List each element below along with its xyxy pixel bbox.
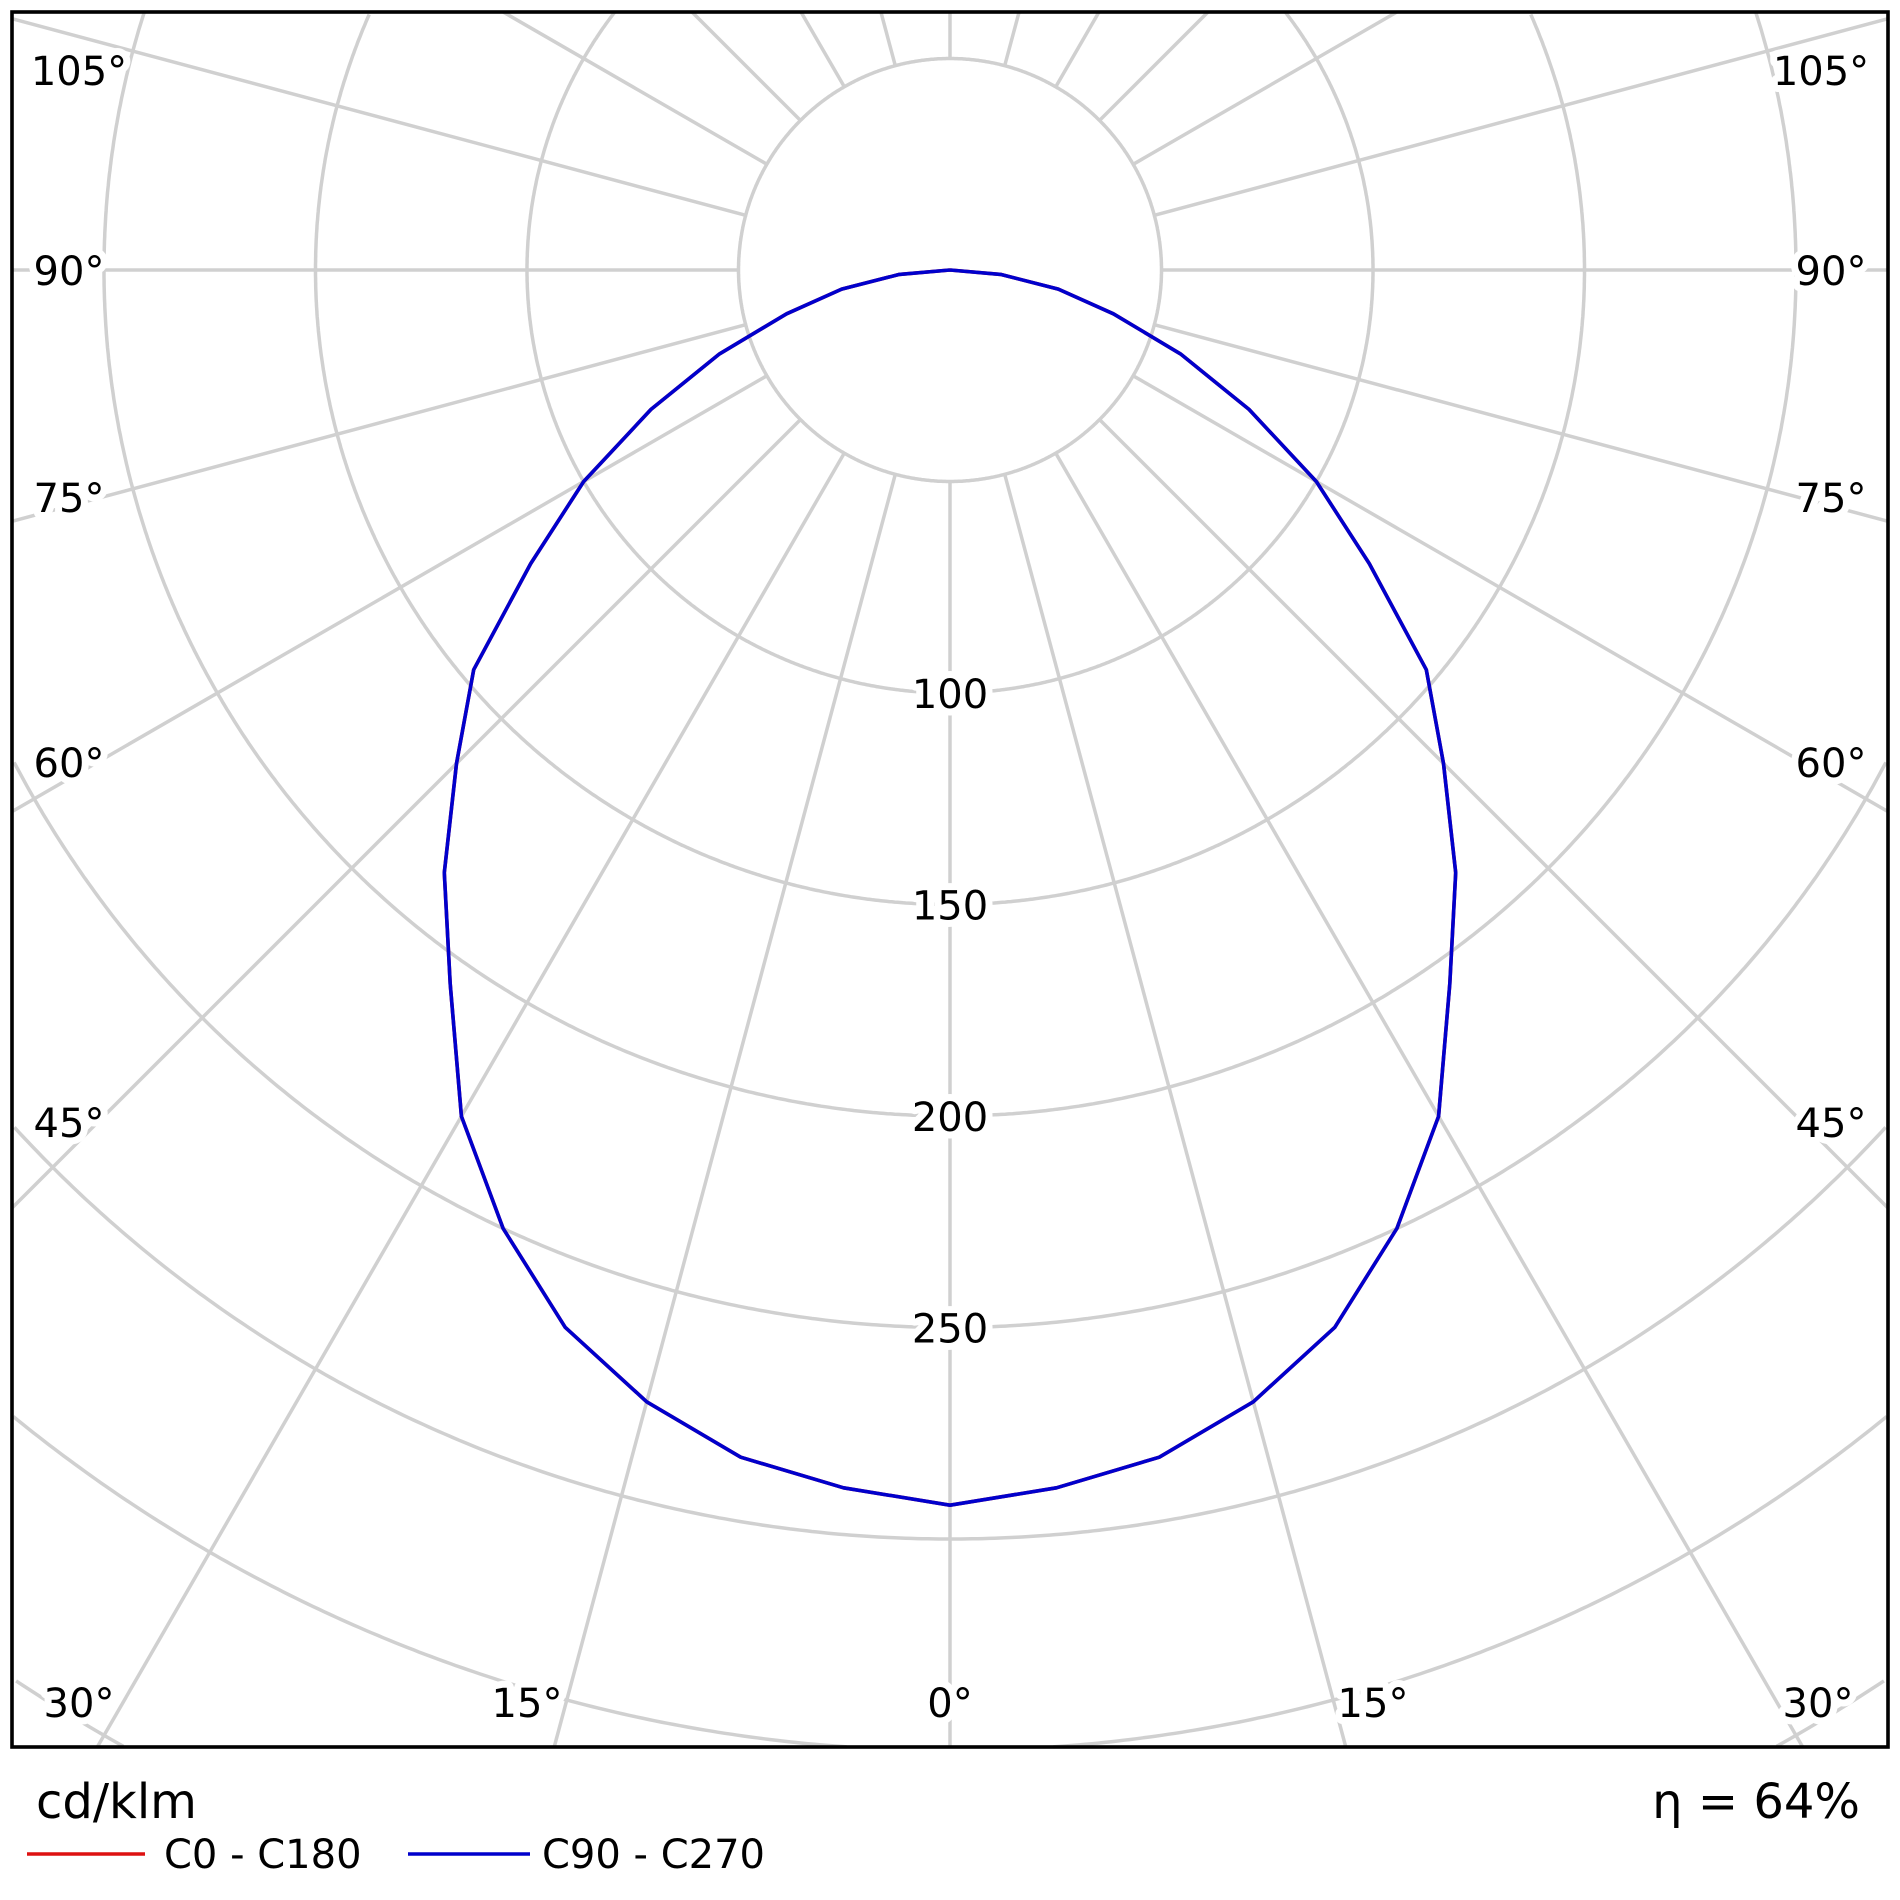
radial-tick-label-150: 150: [912, 884, 988, 930]
chart-frame: [10, 10, 1890, 1749]
angle-tick-labels: 105° 90° 75° 60° 45° 30° 15° 0° 15° 30° …: [24, 42, 1876, 1734]
spoke-135: [1098, 10, 1210, 122]
curves: [442, 268, 1458, 1507]
spoke-60: [1132, 374, 1889, 814]
spoke-210: [799, 11, 846, 88]
spoke-225: [690, 10, 802, 122]
ring-150: [313, 13, 950, 907]
spoke-120: [1132, 10, 1398, 166]
spoke-45: [1098, 418, 1890, 1210]
radial-tick-labels: 100 150 200 250: [905, 665, 995, 1360]
angle-label-75-right: 75°: [1796, 476, 1867, 522]
ring-150: [950, 13, 1587, 907]
ring-350: [1053, 1415, 1888, 1749]
spoke-300: [11, 374, 768, 814]
ring-400: [15, 1679, 125, 1748]
unit-label: cd/klm: [36, 1774, 197, 1830]
efficiency-label: η = 64%: [1652, 1774, 1860, 1830]
ring-350: [12, 1415, 847, 1749]
angle-label-105-left: 105°: [31, 49, 127, 95]
spoke-315: [10, 418, 802, 1210]
radial-tick-label-250: 250: [912, 1307, 988, 1353]
angle-label-90-right: 90°: [1796, 249, 1867, 295]
ring-50: [736, 56, 1164, 484]
angle-label-105-right: 105°: [1773, 49, 1869, 95]
legend: C0 - C180 C90 - C270: [27, 1832, 765, 1878]
ring-400: [1775, 1679, 1885, 1748]
ring-100: [525, 11, 950, 695]
spoke-240: [502, 10, 768, 166]
spoke-345: [552, 473, 897, 1748]
spoke-30: [1054, 452, 1805, 1748]
legend-label-c0-c180: C0 - C180: [164, 1832, 362, 1878]
radial-tick-label-200: 200: [912, 1095, 988, 1141]
angle-label-30-left: 30°: [44, 1681, 115, 1727]
ring-300: [950, 1126, 1887, 1541]
spoke-150: [1054, 11, 1101, 88]
ring-250: [12, 761, 950, 1330]
angle-label-0: 0°: [927, 1681, 972, 1727]
legend-label-c90-c270: C90 - C270: [542, 1832, 765, 1878]
angle-label-60-right: 60°: [1796, 741, 1867, 787]
ring-200: [950, 11, 1798, 1118]
series-curve-c90-c270: [442, 268, 1458, 1507]
ring-200: [102, 11, 950, 1118]
spoke-195: [879, 11, 897, 67]
angle-label-60-left: 60°: [34, 741, 105, 787]
angle-label-90-left: 90°: [34, 249, 105, 295]
spoke-165: [1003, 11, 1021, 67]
radial-tick-label-100: 100: [912, 672, 988, 718]
polar-grid: [10, 10, 1890, 1749]
ring-100: [950, 11, 1375, 695]
angle-label-45-right: 45°: [1796, 1101, 1867, 1147]
angle-label-15-right: 15°: [1338, 1681, 1409, 1727]
angle-label-15-left: 15°: [492, 1681, 563, 1727]
angle-label-75-left: 75°: [34, 476, 105, 522]
angle-label-45-left: 45°: [34, 1101, 105, 1147]
spoke-15: [1003, 473, 1348, 1748]
angle-label-30-right: 30°: [1783, 1681, 1854, 1727]
ring-250: [950, 761, 1888, 1330]
spoke-330: [95, 452, 846, 1748]
ring-300: [13, 1126, 950, 1541]
